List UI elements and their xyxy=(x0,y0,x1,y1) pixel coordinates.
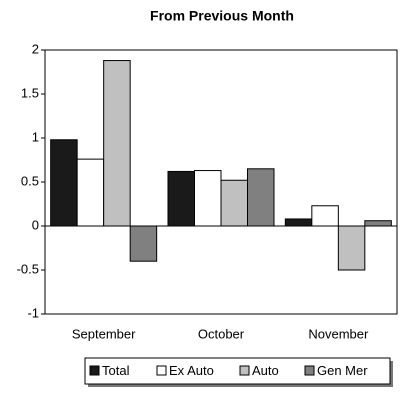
x-tick-label: November xyxy=(308,326,369,341)
legend-label: Auto xyxy=(252,363,279,378)
bar xyxy=(247,168,275,227)
chart-title: From Previous Month xyxy=(150,8,294,24)
legend-box xyxy=(84,357,391,385)
y-tick-label: 2 xyxy=(32,41,39,56)
y-tick-label: 1 xyxy=(32,129,39,144)
bar xyxy=(220,179,248,227)
x-tick-label: September xyxy=(72,326,136,341)
y-tick-label: -0.5 xyxy=(17,261,39,276)
bar xyxy=(167,170,195,227)
bar xyxy=(103,60,131,227)
legend-label: Total xyxy=(102,363,130,378)
legend-label: Gen Mer xyxy=(317,363,368,378)
y-tick-label: 1.5 xyxy=(21,85,39,100)
bar xyxy=(76,158,105,227)
y-tick-label: 0 xyxy=(32,217,39,232)
bar xyxy=(337,225,366,271)
legend-swatch xyxy=(239,365,250,376)
y-tick-label: -1 xyxy=(27,305,39,320)
bar xyxy=(50,139,78,227)
x-tick-label: October xyxy=(198,326,245,341)
bar xyxy=(364,220,392,227)
legend-swatch xyxy=(89,365,100,376)
bar xyxy=(129,225,158,262)
bar xyxy=(194,170,222,227)
legend-label: Ex Auto xyxy=(169,363,214,378)
y-tick-label: 0.5 xyxy=(21,173,39,188)
bar xyxy=(284,218,313,227)
legend-swatch xyxy=(156,365,167,376)
bar xyxy=(311,205,339,227)
legend-swatch xyxy=(304,365,315,376)
